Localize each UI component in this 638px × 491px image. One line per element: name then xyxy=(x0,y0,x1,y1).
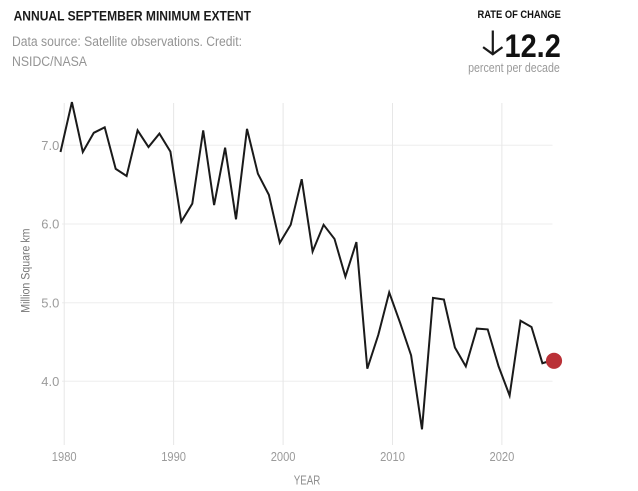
svg-text:NSIDC/NASA: NSIDC/NASA xyxy=(12,54,87,69)
svg-text:ANNUAL SEPTEMBER MINIMUM EXTEN: ANNUAL SEPTEMBER MINIMUM EXTENT xyxy=(14,8,252,24)
svg-text:RATE OF CHANGE: RATE OF CHANGE xyxy=(478,9,561,21)
svg-text:percent per decade: percent per decade xyxy=(468,61,560,75)
svg-text:Data source: Satellite observa: Data source: Satellite observations. Cre… xyxy=(12,34,242,49)
svg-text:1990: 1990 xyxy=(161,449,186,464)
svg-text:2020: 2020 xyxy=(490,449,515,464)
svg-text:7.0: 7.0 xyxy=(41,138,59,153)
svg-text:1980: 1980 xyxy=(52,449,77,464)
svg-text:5.0: 5.0 xyxy=(41,295,59,310)
svg-text:Million Square km: Million Square km xyxy=(20,229,32,313)
svg-text:YEAR: YEAR xyxy=(294,473,321,487)
svg-text:2010: 2010 xyxy=(380,449,405,464)
svg-text:12.2: 12.2 xyxy=(505,28,561,64)
svg-text:4.0: 4.0 xyxy=(41,374,59,389)
svg-text:2000: 2000 xyxy=(271,449,296,464)
svg-text:6.0: 6.0 xyxy=(41,217,59,232)
